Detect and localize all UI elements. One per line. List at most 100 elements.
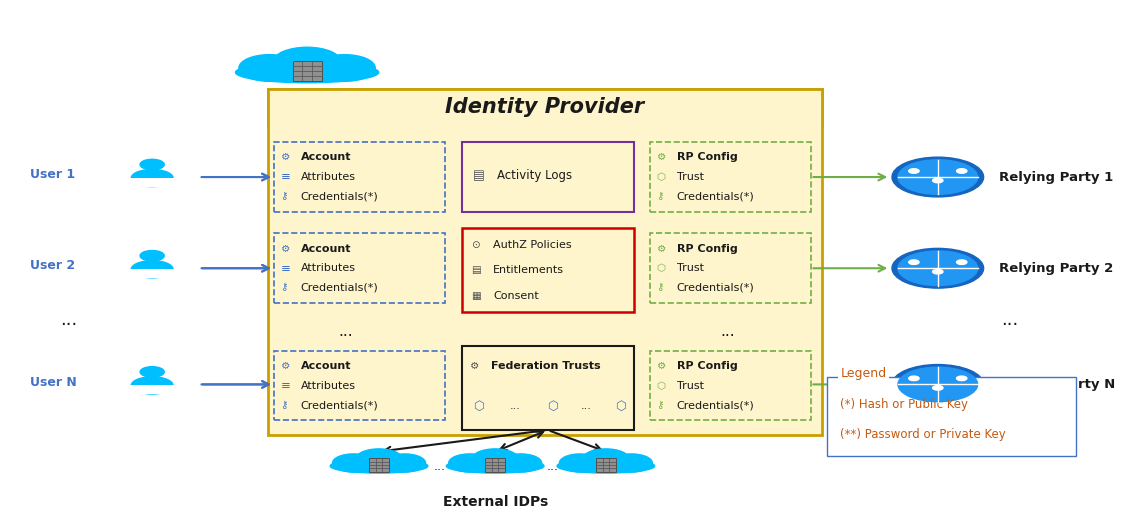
Text: Relying Party N: Relying Party N (999, 378, 1115, 391)
Circle shape (611, 454, 652, 472)
Circle shape (891, 248, 984, 288)
Text: ≡: ≡ (280, 379, 291, 392)
Text: Relying Party 1: Relying Party 1 (999, 170, 1113, 183)
Text: RP Config: RP Config (677, 152, 738, 162)
Circle shape (891, 157, 984, 197)
Circle shape (384, 454, 425, 472)
Ellipse shape (131, 377, 173, 394)
FancyBboxPatch shape (828, 377, 1076, 456)
Text: Account: Account (301, 244, 351, 254)
Text: Credentials(*): Credentials(*) (301, 191, 378, 201)
Text: Attributes: Attributes (301, 172, 356, 182)
Text: ...: ... (510, 401, 521, 411)
Circle shape (140, 367, 164, 377)
Circle shape (140, 250, 164, 261)
FancyBboxPatch shape (486, 458, 505, 472)
Text: Relying Party 2: Relying Party 2 (999, 262, 1113, 275)
Circle shape (449, 454, 490, 472)
Text: ⬡: ⬡ (657, 263, 666, 273)
Text: ⚷: ⚷ (657, 282, 665, 292)
Circle shape (909, 376, 919, 380)
Text: ...: ... (434, 460, 446, 473)
FancyBboxPatch shape (268, 89, 822, 435)
Text: Credentials(*): Credentials(*) (301, 400, 378, 410)
Text: Legend: Legend (840, 367, 887, 379)
Circle shape (356, 449, 402, 469)
Text: External IDPs: External IDPs (442, 495, 548, 509)
Text: ⚷: ⚷ (280, 400, 288, 410)
Text: ...: ... (339, 324, 353, 339)
Text: User N: User N (31, 376, 78, 388)
Text: ...: ... (1001, 311, 1018, 329)
Text: ▤: ▤ (473, 169, 484, 182)
Text: Attributes: Attributes (301, 263, 356, 273)
Circle shape (333, 454, 374, 472)
Text: Activity Logs: Activity Logs (497, 169, 572, 182)
Circle shape (898, 367, 978, 402)
Text: ⬡: ⬡ (614, 400, 626, 413)
Text: RP Config: RP Config (677, 361, 738, 371)
Text: ≡: ≡ (280, 261, 291, 275)
Circle shape (239, 54, 300, 81)
Text: Credentials(*): Credentials(*) (301, 282, 378, 292)
FancyBboxPatch shape (293, 61, 321, 81)
Text: RP Config: RP Config (677, 244, 738, 254)
Circle shape (956, 169, 967, 173)
Circle shape (909, 169, 919, 173)
Circle shape (472, 449, 519, 469)
Text: ▦: ▦ (471, 291, 481, 301)
Ellipse shape (447, 459, 544, 473)
Circle shape (956, 376, 967, 380)
Text: ⬡: ⬡ (657, 172, 666, 182)
Text: User 1: User 1 (31, 168, 75, 181)
Ellipse shape (557, 459, 654, 473)
Text: ≡: ≡ (280, 170, 291, 183)
Text: Credentials(*): Credentials(*) (677, 191, 755, 201)
Text: Trust: Trust (677, 172, 703, 182)
Circle shape (898, 160, 978, 194)
Circle shape (140, 159, 164, 170)
FancyBboxPatch shape (369, 458, 389, 472)
Text: ...: ... (547, 460, 559, 473)
Text: Credentials(*): Credentials(*) (677, 400, 755, 410)
Text: AuthZ Policies: AuthZ Policies (492, 240, 571, 250)
FancyBboxPatch shape (127, 178, 178, 187)
Circle shape (909, 260, 919, 265)
Text: ⚙: ⚙ (280, 152, 290, 162)
Ellipse shape (331, 459, 428, 473)
Circle shape (956, 260, 967, 265)
Text: ⊙: ⊙ (471, 240, 480, 250)
Circle shape (560, 454, 601, 472)
Text: (*) Hash or Public Key: (*) Hash or Public Key (840, 398, 969, 411)
Text: ⚷: ⚷ (280, 282, 288, 292)
Text: Entitlements: Entitlements (492, 265, 564, 276)
Text: ⚙: ⚙ (657, 152, 666, 162)
FancyBboxPatch shape (268, 89, 822, 125)
FancyBboxPatch shape (596, 458, 616, 472)
Text: ...: ... (720, 324, 735, 339)
Text: ⬡: ⬡ (547, 400, 559, 413)
Text: ...: ... (60, 311, 78, 329)
Text: (**) Password or Private Key: (**) Password or Private Key (840, 428, 1007, 441)
Circle shape (933, 269, 943, 274)
Text: ⬡: ⬡ (657, 380, 666, 390)
FancyBboxPatch shape (127, 269, 178, 278)
Text: ⚷: ⚷ (657, 191, 665, 201)
Ellipse shape (131, 260, 173, 278)
Text: ⚙: ⚙ (470, 361, 479, 371)
Text: ...: ... (580, 401, 592, 411)
Text: ⚙: ⚙ (280, 244, 290, 254)
Text: ⬡: ⬡ (473, 400, 484, 413)
Text: Account: Account (301, 152, 351, 162)
Text: ⚙: ⚙ (657, 361, 666, 371)
Text: Trust: Trust (677, 380, 703, 390)
Text: Credentials(*): Credentials(*) (677, 282, 755, 292)
Text: Account: Account (301, 361, 351, 371)
Text: Attributes: Attributes (301, 380, 356, 390)
Text: ⚙: ⚙ (657, 244, 666, 254)
Text: ⚷: ⚷ (657, 400, 665, 410)
Circle shape (499, 454, 542, 472)
FancyBboxPatch shape (127, 386, 178, 395)
Ellipse shape (131, 169, 173, 187)
Text: ⚙: ⚙ (280, 361, 290, 371)
